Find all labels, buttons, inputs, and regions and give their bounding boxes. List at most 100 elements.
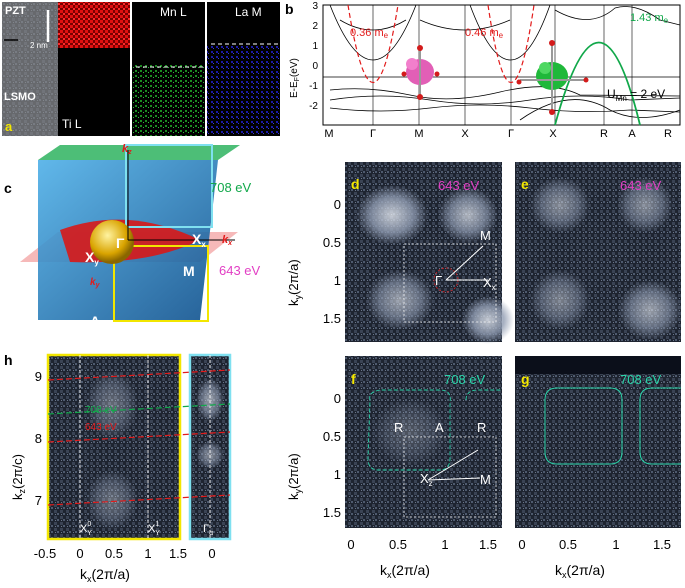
kx-label: kx <box>222 234 233 247</box>
panel-a: PZT LSMO 2 nm Ti L Mn L La M a <box>2 2 280 136</box>
kz-label: kz <box>122 143 132 156</box>
la-label: La M <box>235 5 262 19</box>
scale-label: 2 nm <box>30 41 48 50</box>
mn-label: Mn L <box>160 5 187 19</box>
lsmo-label: LSMO <box>4 91 36 103</box>
yellow-box <box>113 245 209 322</box>
orbital-green <box>516 40 589 115</box>
band-lines <box>329 4 681 121</box>
zone-box <box>403 243 497 323</box>
b-ytick: 3 <box>312 1 318 12</box>
d-ytick: 0.5 <box>323 235 341 250</box>
effective-mass-fit-green <box>554 41 641 126</box>
orbital-magenta <box>401 45 440 100</box>
panel-g: g 708 eV 0 0.5 1 1.5 kx(2π/a) <box>515 356 681 580</box>
panel-letter-d: d <box>351 176 360 192</box>
h-x1: X1 Y <box>148 521 160 537</box>
mn-map-signal <box>132 64 205 136</box>
h-xtick: -0.5 <box>34 546 56 561</box>
f-ytick: 1.5 <box>323 505 341 520</box>
f-r2: R <box>477 420 486 435</box>
f-xtick: 1.5 <box>479 537 497 552</box>
f-energy: 708 eV <box>444 372 486 387</box>
fermi-contour <box>367 389 451 471</box>
g-xtick: 1.5 <box>653 537 671 552</box>
b-ytick: -1 <box>309 81 318 92</box>
ti-map-signal <box>58 2 130 48</box>
h-xtick: 1.5 <box>169 546 187 561</box>
c-r: R <box>185 320 195 336</box>
k-point: Γ <box>508 128 514 140</box>
f-xlabel: kx(2π/a) <box>380 562 430 580</box>
k-point: X <box>461 128 469 140</box>
h-ytick: 8 <box>35 431 42 446</box>
h-xtick-gamma: 0 <box>208 546 215 561</box>
d-x: Xx <box>483 275 496 292</box>
c-a: A <box>90 313 100 329</box>
c-m: M <box>183 263 195 279</box>
h-xtick: 1 <box>144 546 151 561</box>
h-643: 643 eV <box>85 422 117 433</box>
panel-e: e 643 eV <box>515 162 682 342</box>
panel-letter-h: h <box>4 352 13 368</box>
f-ytick: 0 <box>334 391 341 406</box>
h-ytick: 7 <box>35 493 42 508</box>
panel-letter-c: c <box>4 180 12 196</box>
mass-label-1: 0.36 me <box>350 27 389 40</box>
ti-label: Ti L <box>62 117 82 131</box>
k-point: A <box>628 128 636 140</box>
energy-643-label: 643 eV <box>219 263 261 278</box>
d-energy: 643 eV <box>438 178 480 193</box>
b-ytick: 0 <box>312 61 318 72</box>
h-xtick: 0 <box>76 546 83 561</box>
f-xtick: 1 <box>441 537 448 552</box>
cyan-box <box>125 144 213 228</box>
d-gamma: Γ <box>435 273 442 288</box>
f-ylabel: ky(2π/a) <box>286 453 303 500</box>
panel-letter-f: f <box>351 371 356 387</box>
g-energy: 708 eV <box>620 372 662 387</box>
d-ylabel: ky(2π/a) <box>286 259 303 306</box>
k-point: R <box>600 128 608 140</box>
panel-h: h 708 eV 643 eV X0 Y X1 Y Γα 9 8 7 -0.5 <box>4 352 232 584</box>
u-label: UMn = 2 eV <box>607 87 665 103</box>
d-ytick: 1 <box>334 273 341 288</box>
k-point: R <box>664 128 672 140</box>
k-point: M <box>324 128 333 140</box>
arpes-map-708-sim <box>515 356 681 528</box>
g-xtick: 0.5 <box>559 537 577 552</box>
panel-letter-b: b <box>285 1 294 17</box>
k-point: X <box>549 128 557 140</box>
f-xtick: 0.5 <box>389 537 407 552</box>
b-ytick: 2 <box>312 21 318 32</box>
h-xtick: 0.5 <box>105 546 123 561</box>
g-xtick: 0 <box>518 537 525 552</box>
f-x: Xz <box>420 471 433 488</box>
f-a: A <box>435 420 444 435</box>
g-fermi-contour <box>544 387 623 465</box>
d-ytick: 1.5 <box>323 311 341 326</box>
la-map-signal <box>207 44 280 136</box>
f-r1: R <box>394 420 403 435</box>
panel-f: R A R Xz M f 708 eV 0 0.5 1 1.5 0 0.5 1 … <box>286 356 502 580</box>
c-x: Xx <box>192 231 206 249</box>
mass-label-3: 1.43 me <box>630 12 669 25</box>
f-m: M <box>480 472 491 487</box>
e-energy: 643 eV <box>620 178 662 193</box>
c-xz: Xz <box>128 319 141 337</box>
h-ylabel: kz(2π/c) <box>10 454 27 500</box>
d-ytick: 0 <box>334 197 341 212</box>
g-xlabel: kx(2π/a) <box>555 562 605 580</box>
k-point: Γ <box>370 128 376 140</box>
d-m: M <box>480 228 491 243</box>
effective-mass-fits-red <box>347 4 535 84</box>
panel-letter-a: a <box>5 119 13 134</box>
plane-708 <box>38 145 240 160</box>
gamma-sphere <box>90 220 134 264</box>
h-xlabel: kx(2π/a) <box>80 566 130 583</box>
pzt-label: PZT <box>5 5 26 17</box>
c-xy: Xy <box>85 249 99 267</box>
h-ytick: 9 <box>35 369 42 384</box>
